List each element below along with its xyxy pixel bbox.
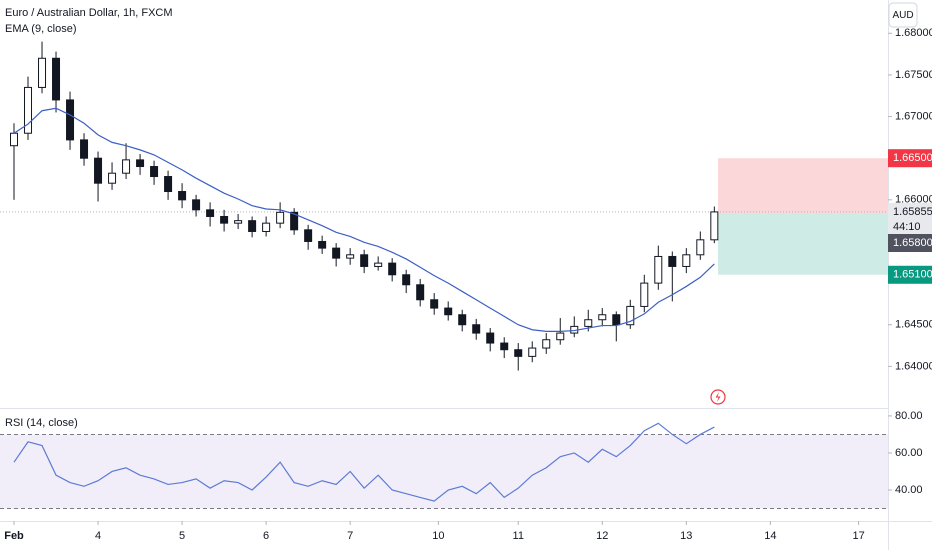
candle-body [682,254,691,267]
rsi-tick-label: 60.00 [895,447,923,459]
candle-body [346,254,355,259]
candle-body [38,57,47,88]
marks [0,41,888,510]
candle-body [612,314,621,326]
target-zone [718,213,888,275]
candle-body [430,299,439,309]
x-tick-label: 13 [680,530,692,542]
candle-body [696,239,705,256]
chart-title: Euro / Australian Dollar, 1h, FXCM [5,7,173,19]
candle-body [458,314,467,326]
rsi-line [13,422,715,502]
candle-body [598,314,607,321]
x-tick-label: 6 [263,530,269,542]
currency-box[interactable] [888,2,918,28]
candle-body [514,349,523,357]
stop-label-box [888,149,932,168]
target-label-box [888,265,932,284]
candle-body [584,319,593,327]
candle-body [248,220,257,232]
y-tick-label: 1.67500 [895,69,932,81]
candle-body [66,99,75,141]
countdown: 44:10 [893,221,921,233]
candle-body [444,307,453,316]
candle-body [164,176,173,193]
candle-body [52,57,61,101]
candle-body [542,339,551,349]
x-tick-label: 10 [432,530,444,542]
candle-body [276,211,285,224]
candle-body [416,284,425,301]
candle-body [332,247,341,259]
rsi-label: RSI (14, close) [5,417,78,429]
currency: AUD [892,10,913,21]
rsi-tick-label: 40.00 [895,484,923,496]
stop-zone [718,158,888,214]
target-label: 1.65100 [893,269,932,281]
candle-body [500,342,509,351]
extra-price-label: 1.65800 [893,237,932,249]
candle-body [10,132,19,147]
current-price-box [888,202,932,235]
y-tick-label: 1.66000 [895,194,932,206]
candle-body [318,240,327,249]
event-bolt [715,392,721,402]
y-tick-label: 1.68000 [895,27,932,39]
candle-body [94,157,103,184]
x-tick-label: 7 [347,530,353,542]
y-tick-label: 1.64000 [895,360,932,372]
y-tick-label: 1.67000 [895,110,932,122]
candle-body [24,86,33,134]
candle-body [192,199,201,211]
candle-body [654,255,663,284]
candle-body [108,172,117,184]
candle-body [262,222,271,232]
x-tick-label: 14 [764,530,776,542]
candle-body [80,139,89,159]
x-tick-label: Feb [4,530,24,542]
ema-line [13,107,715,332]
rsi-band [0,434,888,509]
candle-body [234,220,243,224]
candle-body [304,229,313,242]
x-tick-label: 12 [596,530,608,542]
x-tick-label: 5 [179,530,185,542]
candle-body [374,262,383,267]
candle-body [206,209,215,217]
candle-body [472,324,481,334]
x-tick-label: 4 [95,530,101,542]
candle-body [122,159,131,174]
candle-body [402,274,411,286]
candle-body [640,282,649,307]
candle-body [290,211,299,231]
y-tick-label: 1.64500 [895,319,932,331]
x-tick-label: 11 [513,530,524,542]
candle-body [360,254,369,267]
candle-body [178,191,187,201]
candle-body [220,215,229,224]
stop-label: 1.66500 [893,152,932,164]
candle-body [668,255,677,267]
candle-body [710,211,719,241]
candle-body [626,305,635,326]
rsi-tick-label: 80.00 [895,410,923,422]
candle-body [388,262,397,276]
indicator-label: EMA (9, close) [5,23,77,35]
x-tick-label: 17 [852,530,864,542]
current-price-label: 1.65855 [893,206,932,218]
candle-body [486,332,495,344]
candle-body [150,166,159,178]
candle-body [556,332,565,341]
candle-body [136,159,145,168]
extra-price-label-box [888,234,932,252]
candle-body [528,347,537,357]
